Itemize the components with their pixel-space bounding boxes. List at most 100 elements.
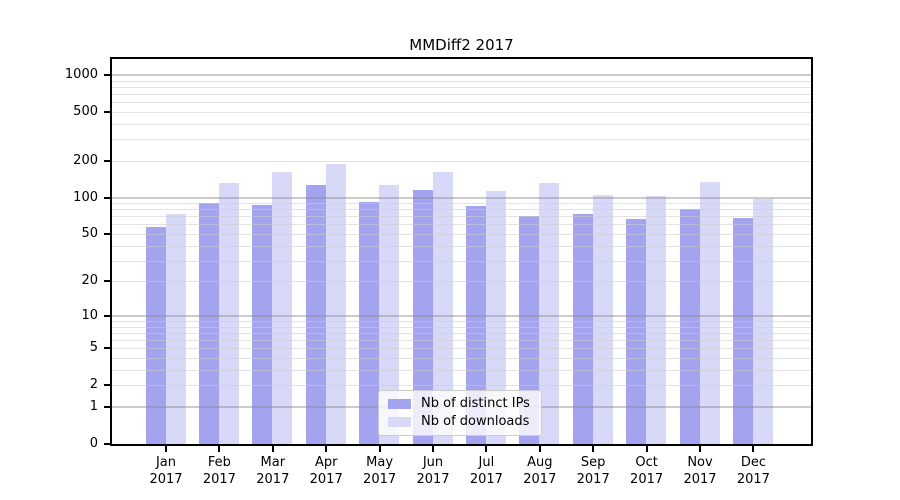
y-tick-1000 [104,73,111,76]
x-tick-month: Mar [260,455,286,470]
gridline-minor-3 [112,369,811,371]
x-tick-oct [645,446,648,452]
x-tick-year: 2017 [736,472,770,487]
gridline-minor-800 [112,86,811,88]
gridline-minor-7 [112,332,811,334]
gridline-minor-600 [112,102,811,104]
plot-area [112,59,811,444]
x-tick-year: 2017 [309,472,343,487]
gridline-minor-70 [112,216,811,218]
bar-nb-of-downloads-mar [272,171,293,444]
gridline-minor-50 [112,234,811,235]
x-tick-month: Aug [527,455,553,470]
x-tick-month: Jun [422,455,444,470]
y-tick-1 [104,406,111,408]
x-tick-label-nov: Nov 2017 [668,454,732,488]
y-tick-label-1000: 1000 [64,66,98,82]
gridline-minor-9 [112,321,811,322]
x-tick-sep [592,446,595,452]
bar-nb-of-distinct-ips-apr [305,184,326,444]
y-tick-label-50: 50 [81,226,98,241]
y-tick-2 [104,384,111,387]
x-tick-year: 2017 [469,472,503,487]
bar-nb-of-distinct-ips-jan [145,227,166,444]
legend-swatch-nb-of-downloads [388,416,411,427]
x-tick-mar [271,446,274,452]
x-tick-year: 2017 [683,472,717,487]
x-tick-year: 2017 [576,472,610,487]
bar-nb-of-distinct-ips-mar [252,205,273,444]
gridline-minor-40 [112,245,811,247]
x-tick-apr [325,446,328,452]
x-tick-month: Nov [687,455,713,470]
y-tick-5 [104,347,111,350]
y-tick-label-2: 2 [89,377,98,393]
y-tick-10 [104,314,111,317]
x-tick-month: Oct [635,455,658,470]
x-tick-nov [699,446,701,452]
gridline-minor-300 [112,139,811,141]
x-tick-label-dec: Dec 2017 [721,454,785,488]
gridline-minor-8 [112,326,811,328]
y-tick-500 [104,110,111,113]
x-tick-month: Feb [207,455,231,470]
y-tick-20 [104,280,111,283]
x-tick-label-sep: Sep 2017 [561,454,625,488]
x-tick-month: Sep [580,455,606,470]
legend-item-nb-of-downloads: Nb of downloads [388,414,530,429]
y-tick-200 [104,159,111,162]
x-tick-month: Jul [478,455,495,470]
x-tick-year: 2017 [363,472,397,487]
gridline-minor-60 [112,224,811,226]
bar-nb-of-distinct-ips-feb [198,203,219,444]
x-tick-month: Apr [314,455,338,470]
x-tick-jan [165,446,167,452]
gridline-minor-900 [112,80,811,82]
legend: Nb of distinct IPs Nb of downloads [378,390,542,436]
x-tick-year: 2017 [523,472,557,487]
y-tick-label-5: 5 [89,340,98,356]
x-tick-label-feb: Feb 2017 [187,454,251,488]
gridline-minor-700 [112,94,811,95]
bar-nb-of-downloads-jan [165,214,186,444]
y-tick-label-500: 500 [73,103,98,119]
x-tick-jun [432,446,434,452]
y-tick-100 [104,196,111,199]
y-tick-label-100: 100 [73,189,98,205]
x-tick-month: May [366,455,394,470]
bar-nb-of-downloads-jul [485,190,506,444]
bar-nb-of-downloads-feb [218,183,239,444]
bar-nb-of-distinct-ips-oct [626,218,647,444]
gridline-minor-400 [112,123,811,125]
x-tick-year: 2017 [202,472,236,487]
gridline-minor-4 [112,358,811,359]
y-tick-label-10: 10 [81,307,98,323]
gridline-major-1000 [112,73,811,76]
x-tick-jul [485,446,488,452]
y-tick-label-20: 20 [81,273,98,289]
legend-item-nb-of-distinct-ips: Nb of distinct IPs [388,396,530,411]
x-tick-label-mar: Mar 2017 [241,454,305,488]
gridline-minor-500 [112,111,811,113]
x-tick-label-apr: Apr 2017 [294,454,358,488]
bar-nb-of-downloads-jun [432,171,453,444]
gridline-minor-80 [112,209,811,211]
bar-nb-of-downloads-oct [646,195,667,444]
bar-nb-of-downloads-sep [592,195,613,444]
gridline-minor-6 [112,340,811,342]
gridline-major-10 [112,314,811,317]
gridline-minor-30 [112,260,811,262]
bar-nb-of-distinct-ips-aug [519,216,540,444]
x-tick-month: Dec [740,455,766,470]
x-tick-year: 2017 [416,472,450,487]
x-tick-label-jul: Jul 2017 [454,454,518,488]
bar-nb-of-distinct-ips-jun [412,190,433,444]
y-tick-label-200: 200 [73,152,98,168]
x-tick-aug [538,446,541,452]
x-tick-year: 2017 [149,472,183,487]
x-tick-label-may: May 2017 [348,454,412,488]
x-tick-label-oct: Oct 2017 [615,454,679,488]
bar-nb-of-downloads-may [379,184,400,444]
legend-label-nb-of-distinct-ips: Nb of distinct IPs [421,396,530,411]
y-tick-50 [104,233,111,235]
